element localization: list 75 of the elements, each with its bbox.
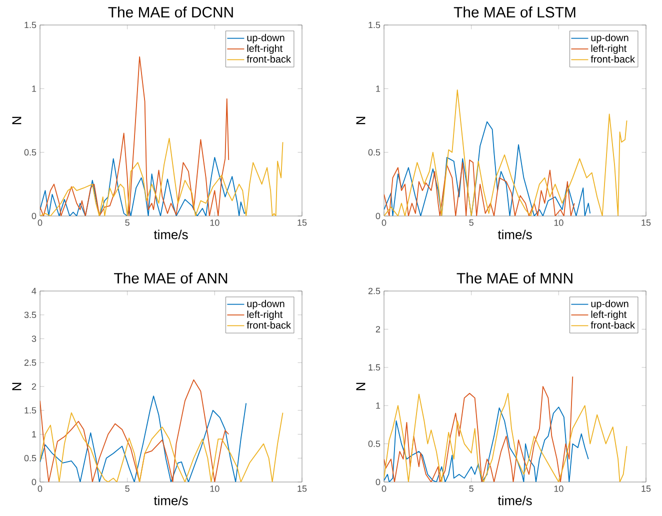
y-tick-label: 4 [32,288,36,294]
x-tick-label: 5 [125,486,130,492]
x-tick-label: 15 [642,220,651,226]
x-tick-label: 0 [382,486,386,492]
legend-label: up-down [247,34,284,44]
legend-label: left-right [247,310,283,320]
x-tick-label: 5 [469,486,474,492]
y-tick-label: 1.5 [368,364,380,371]
line-series [40,396,247,482]
y-tick-label: 0.5 [368,440,380,447]
y-tick-label: 1 [376,86,380,92]
x-axis-title: time/s [498,496,532,506]
line-series [384,376,574,482]
x-tick-label: 10 [554,486,564,492]
y-tick-label: 2 [32,383,36,390]
y-tick-label: 1.5 [24,22,36,28]
y-tick-label: 1 [32,431,36,438]
x-tick-label: 0 [382,220,386,226]
y-tick-label: 1.5 [24,407,36,414]
y-tick-label: 0.5 [368,149,380,156]
legend-label: up-down [591,34,628,44]
y-tick-label: 2.5 [368,288,380,294]
line-series [40,379,230,482]
line-series [384,89,628,216]
y-tick-label: 1.5 [368,22,380,28]
line-series [384,121,591,216]
x-axis-title: time/s [154,496,188,506]
y-tick-label: 1 [376,402,380,409]
y-axis-title: N [356,382,366,390]
y-tick-label: 0 [376,478,380,486]
x-tick-label: 15 [642,486,651,492]
legend-label: left-right [591,44,627,54]
x-axis-title: time/s [498,230,532,240]
chart-title: The MAE of MNN [456,272,572,284]
legend-label: front-back [246,321,291,329]
x-tick-label: 5 [125,220,130,226]
legend-label: left-right [591,310,627,320]
line-series [384,392,628,482]
line-series [384,160,575,216]
chart-title: The MAE of DCNN [108,6,233,18]
line-series [40,412,284,482]
line-series [384,406,589,482]
legend-label: front-back [246,55,291,63]
x-tick-label: 15 [298,220,307,226]
y-tick-label: 0 [32,478,36,486]
y-tick-label: 1 [32,86,36,92]
x-tick-label: 10 [554,220,564,226]
legend-label: up-down [247,300,284,310]
y-axis-title: N [356,116,366,124]
x-tick-label: 0 [38,486,42,492]
legend-label: left-right [247,44,283,54]
y-tick-label: 2.5 [24,359,36,366]
x-tick-label: 10 [210,220,220,226]
legend-label: front-back [590,55,635,63]
line-series [40,138,284,216]
y-axis-title: N [12,382,22,390]
y-tick-label: 2 [376,326,380,332]
y-axis-title: N [12,116,22,124]
chart-title: The MAE of ANN [114,272,228,284]
x-tick-label: 10 [210,486,220,492]
chart-title: The MAE of LSTM [454,6,576,18]
y-tick-label: 3.5 [24,312,36,318]
x-tick-label: 5 [469,220,474,226]
legend-label: up-down [591,300,628,310]
y-tick-label: 0.5 [24,454,36,462]
y-tick-label: 0.5 [24,149,36,156]
x-tick-label: 0 [38,220,42,226]
y-tick-label: 3 [32,336,36,342]
x-tick-label: 15 [298,486,307,492]
x-axis-title: time/s [154,230,188,240]
line-series [40,156,247,216]
y-tick-label: 0 [32,212,36,220]
line-series [40,56,230,216]
y-tick-label: 0 [376,212,380,220]
legend-label: front-back [590,321,635,329]
